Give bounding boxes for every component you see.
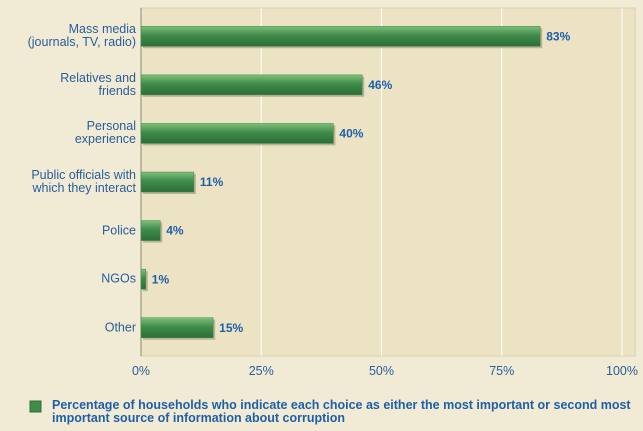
- x-tick-label: 0%: [131, 364, 151, 378]
- legend-swatch: [29, 400, 42, 413]
- value-label: 15%: [219, 321, 243, 335]
- y-tick-label: Relatives and friends: [60, 70, 136, 98]
- bar: [140, 26, 541, 47]
- y-tick-label: Police: [101, 223, 136, 238]
- value-label: 1%: [152, 272, 170, 286]
- value-label: 4%: [166, 224, 184, 238]
- y-tick-label: Public officials with which they interac…: [31, 168, 136, 195]
- y-tick-label: Personal experience: [74, 119, 136, 147]
- x-tick-label: 25%: [248, 364, 274, 378]
- x-tick-label: 75%: [489, 364, 515, 378]
- bar: [140, 171, 195, 193]
- bar: [140, 220, 161, 241]
- plot-area: [140, 7, 636, 357]
- legend-label: Percentage of households who indicate ea…: [52, 398, 631, 425]
- y-tick-label: Mass media (journals, TV, radio): [27, 22, 136, 50]
- bar: [140, 268, 147, 290]
- value-label: 40%: [339, 127, 363, 141]
- value-label: 11%: [200, 175, 224, 189]
- bar: [140, 317, 214, 338]
- y-tick-label: NGOs: [101, 271, 136, 286]
- bar: [140, 123, 334, 144]
- x-tick-label: 100%: [606, 364, 638, 378]
- value-label: 83%: [546, 29, 570, 43]
- x-tick-label: 50%: [368, 364, 395, 378]
- value-label: 46%: [368, 78, 392, 92]
- bar: [140, 74, 363, 96]
- y-tick-label: Other: [104, 320, 136, 335]
